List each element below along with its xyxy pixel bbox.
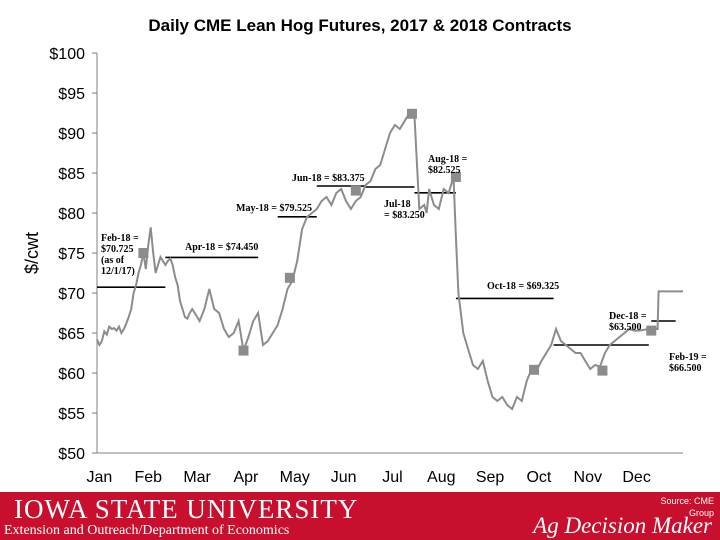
annotation-dec18: Dec-18 = $63.500	[609, 311, 647, 333]
contract-marker	[450, 172, 461, 182]
annotation-line: Jun-18 = $83.375	[292, 173, 365, 184]
x-tick-label: Feb	[134, 469, 162, 486]
y-tick-label: $80	[58, 206, 85, 223]
footer-banner: IOWA STATE UNIVERSITY Extension and Outr…	[0, 492, 720, 540]
y-tick-label: $90	[58, 126, 85, 143]
annotation-line: Oct-18 = $69.325	[487, 281, 559, 292]
annotation-line: Aug-18 =	[428, 154, 468, 165]
y-tick-label: $50	[58, 446, 85, 463]
contract-marker	[138, 248, 149, 258]
annotation-feb19: Feb-19 = $66.500	[669, 352, 707, 374]
x-tick-label: Mar	[183, 469, 211, 486]
price-series	[96, 111, 683, 411]
x-tick-label: Jun	[331, 469, 357, 486]
annotation-oct18: Oct-18 = $69.325	[487, 281, 559, 292]
annotation-line: 12/1/17)	[101, 266, 135, 277]
x-tick-label: Dec	[622, 469, 650, 486]
annotation-line: (as of	[101, 255, 125, 266]
source-note: Source: CME Group	[660, 496, 714, 518]
y-tick-label: $70	[58, 286, 85, 303]
axes	[92, 52, 683, 454]
price-series-line	[656, 290, 683, 329]
contract-price-lines	[97, 185, 676, 346]
ag-decision-maker-logo: Ag Decision Maker	[533, 513, 712, 538]
annotation-line: Jul-18	[384, 199, 411, 210]
annotation-line: May-18 = $79.525	[236, 203, 312, 214]
annotation-line: $66.500	[669, 363, 702, 374]
contract-marker	[350, 185, 361, 196]
contract-marker	[529, 364, 540, 375]
contract-marker	[406, 108, 417, 119]
contract-markers	[138, 108, 657, 376]
annotation-line: $82.525	[428, 165, 461, 176]
annotation-aug18: Aug-18 = $82.525	[428, 154, 468, 176]
y-tick-label: $60	[58, 366, 85, 383]
contract-marker	[597, 365, 608, 376]
contract-marker	[284, 272, 295, 283]
x-tick-label: Jul	[382, 469, 402, 486]
annotation-apr18: Apr-18 = $74.450	[185, 242, 258, 253]
annotation-line: = $83.250	[384, 210, 425, 221]
annotation-jun18: Jun-18 = $83.375	[292, 173, 365, 184]
tick-labels: $50 $55 $60 $65 $70 $75 $80 $85 $90 $95 $100 Jan Feb…	[49, 46, 650, 486]
contract-marker	[238, 345, 249, 356]
annotation-feb18: Feb-18 = $70.725 (as of 12/1/17)	[101, 233, 139, 277]
y-tick-label: $100	[49, 46, 85, 63]
x-tick-label: May	[280, 469, 310, 486]
annotation-line: $70.725	[101, 244, 134, 255]
annotation-line: Feb-18 =	[101, 233, 139, 244]
annotation-jul18: Jul-18 = $83.250	[384, 199, 425, 221]
annotation-line: Apr-18 = $74.450	[185, 242, 258, 253]
y-tick-label: $55	[58, 406, 85, 423]
annotation-may18: May-18 = $79.525	[236, 203, 312, 214]
annotation-line: $63.500	[609, 322, 642, 333]
department-name: Extension and Outreach/Department of Eco…	[4, 523, 290, 538]
chart-title: Daily CME Lean Hog Futures, 2017 & 2018 …	[148, 16, 571, 35]
y-tick-label: $65	[58, 326, 85, 343]
contract-marker	[646, 325, 657, 336]
y-tick-label: $75	[58, 246, 85, 263]
x-tick-label: Sep	[476, 469, 505, 486]
contract-annotations: Feb-18 = $70.725 (as of 12/1/17) Apr-18 = $7…	[101, 154, 707, 374]
annotation-line: Dec-18 =	[609, 311, 647, 322]
x-tick-label: Oct	[526, 469, 551, 486]
lean-hog-futures-chart: Daily CME Lean Hog Futures, 2017 & 2018 …	[22, 16, 707, 486]
iowa-state-university-logo: IOWA STATE UNIVERSITY	[14, 494, 359, 524]
annotation-line: Feb-19 =	[669, 352, 707, 363]
price-series-line	[96, 111, 659, 411]
x-tick-label: Jan	[87, 469, 113, 486]
x-tick-label: Aug	[427, 469, 455, 486]
y-axis-label: $/cwt	[22, 232, 42, 274]
y-tick-label: $95	[58, 86, 85, 103]
x-tick-label: Apr	[233, 469, 259, 486]
x-tick-label: Nov	[574, 469, 602, 486]
y-tick-label: $85	[58, 166, 85, 183]
